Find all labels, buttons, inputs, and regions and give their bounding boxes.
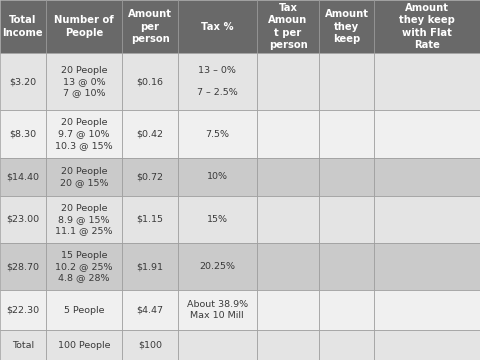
Bar	[257, 290, 319, 330]
Bar	[374, 158, 480, 195]
Bar	[122, 0, 178, 53]
Bar	[178, 158, 257, 195]
Text: Number of
People: Number of People	[54, 15, 114, 38]
Text: 15 People
10.2 @ 25%
4.8 @ 28%: 15 People 10.2 @ 25% 4.8 @ 28%	[55, 251, 113, 282]
Text: Amount
per
person: Amount per person	[128, 9, 172, 44]
Text: $1.15: $1.15	[136, 215, 164, 224]
Text: 10%: 10%	[207, 172, 228, 181]
Bar	[374, 290, 480, 330]
Bar	[122, 195, 178, 243]
Text: $0.16: $0.16	[136, 77, 164, 86]
Text: 5 People: 5 People	[64, 306, 104, 315]
Text: 20 People
13 @ 0%
7 @ 10%: 20 People 13 @ 0% 7 @ 10%	[61, 66, 107, 98]
Text: $1.91: $1.91	[136, 262, 164, 271]
Text: 15%: 15%	[207, 215, 228, 224]
Bar	[374, 111, 480, 158]
Bar	[178, 195, 257, 243]
Bar	[374, 330, 480, 360]
Bar	[257, 158, 319, 195]
Bar	[257, 330, 319, 360]
Bar	[374, 195, 480, 243]
Text: $3.20: $3.20	[9, 77, 36, 86]
Bar	[319, 111, 374, 158]
Text: 100 People: 100 People	[58, 341, 110, 350]
Bar	[46, 290, 122, 330]
Bar	[374, 53, 480, 111]
Bar	[46, 195, 122, 243]
Text: $14.40: $14.40	[6, 172, 39, 181]
Bar	[46, 53, 122, 111]
Bar	[46, 243, 122, 290]
Bar	[0, 243, 46, 290]
Bar	[319, 243, 374, 290]
Bar	[319, 195, 374, 243]
Text: $8.30: $8.30	[9, 130, 36, 139]
Text: 20 People
20 @ 15%: 20 People 20 @ 15%	[60, 167, 108, 187]
Text: Total: Total	[12, 341, 34, 350]
Bar	[374, 0, 480, 53]
Text: $0.72: $0.72	[136, 172, 164, 181]
Text: Amount
they keep
with Flat
Rate: Amount they keep with Flat Rate	[399, 3, 455, 50]
Text: Total
Income: Total Income	[2, 15, 43, 38]
Bar	[122, 243, 178, 290]
Text: Tax %: Tax %	[201, 22, 233, 32]
Bar	[257, 53, 319, 111]
Bar	[0, 53, 46, 111]
Bar	[122, 111, 178, 158]
Bar	[319, 330, 374, 360]
Bar	[257, 111, 319, 158]
Text: 20 People
9.7 @ 10%
10.3 @ 15%: 20 People 9.7 @ 10% 10.3 @ 15%	[55, 118, 113, 150]
Bar	[178, 0, 257, 53]
Bar	[122, 330, 178, 360]
Text: About 38.9%
Max 10 Mill: About 38.9% Max 10 Mill	[187, 300, 248, 320]
Bar	[178, 290, 257, 330]
Bar	[257, 243, 319, 290]
Text: Tax
Amoun
t per
person: Tax Amoun t per person	[268, 3, 308, 50]
Bar	[0, 290, 46, 330]
Text: Amount
they
keep: Amount they keep	[325, 9, 369, 44]
Bar	[0, 330, 46, 360]
Text: $23.00: $23.00	[6, 215, 39, 224]
Bar	[257, 0, 319, 53]
Text: $100: $100	[138, 341, 162, 350]
Text: $0.42: $0.42	[136, 130, 164, 139]
Text: $28.70: $28.70	[6, 262, 39, 271]
Bar	[257, 195, 319, 243]
Bar	[319, 158, 374, 195]
Bar	[319, 290, 374, 330]
Bar	[178, 243, 257, 290]
Bar	[319, 0, 374, 53]
Bar	[319, 53, 374, 111]
Bar	[122, 290, 178, 330]
Bar	[374, 243, 480, 290]
Bar	[0, 0, 46, 53]
Text: 7.5%: 7.5%	[205, 130, 229, 139]
Text: $22.30: $22.30	[6, 306, 39, 315]
Bar	[178, 111, 257, 158]
Text: 20 People
8.9 @ 15%
11.1 @ 25%: 20 People 8.9 @ 15% 11.1 @ 25%	[55, 204, 113, 235]
Bar	[46, 330, 122, 360]
Text: $4.47: $4.47	[136, 306, 164, 315]
Text: 20.25%: 20.25%	[199, 262, 235, 271]
Text: 13 – 0%

7 – 2.5%: 13 – 0% 7 – 2.5%	[197, 66, 238, 98]
Bar	[46, 0, 122, 53]
Bar	[0, 158, 46, 195]
Bar	[178, 330, 257, 360]
Bar	[0, 111, 46, 158]
Bar	[46, 158, 122, 195]
Bar	[122, 158, 178, 195]
Bar	[122, 53, 178, 111]
Bar	[0, 195, 46, 243]
Bar	[178, 53, 257, 111]
Bar	[46, 111, 122, 158]
